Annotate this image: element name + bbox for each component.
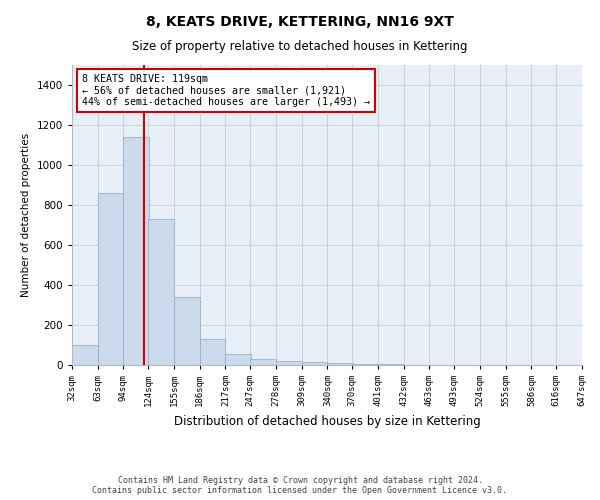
Bar bbox=[328, 363, 353, 365]
Text: Contains HM Land Registry data © Crown copyright and database right 2024.
Contai: Contains HM Land Registry data © Crown c… bbox=[92, 476, 508, 495]
Bar bbox=[378, 364, 404, 365]
Bar bbox=[98, 193, 124, 365]
Bar bbox=[200, 339, 226, 365]
Text: Size of property relative to detached houses in Kettering: Size of property relative to detached ho… bbox=[132, 40, 468, 53]
Y-axis label: Number of detached properties: Number of detached properties bbox=[21, 133, 31, 297]
Bar bbox=[276, 361, 302, 365]
Text: 8 KEATS DRIVE: 119sqm
← 56% of detached houses are smaller (1,921)
44% of semi-d: 8 KEATS DRIVE: 119sqm ← 56% of detached … bbox=[82, 74, 370, 107]
Bar bbox=[148, 219, 174, 365]
Bar bbox=[174, 297, 200, 365]
Text: 8, KEATS DRIVE, KETTERING, NN16 9XT: 8, KEATS DRIVE, KETTERING, NN16 9XT bbox=[146, 15, 454, 29]
Bar bbox=[226, 354, 251, 365]
Bar bbox=[302, 362, 328, 365]
Bar bbox=[250, 359, 276, 365]
Bar bbox=[72, 345, 98, 365]
Bar bbox=[124, 137, 149, 365]
X-axis label: Distribution of detached houses by size in Kettering: Distribution of detached houses by size … bbox=[173, 414, 481, 428]
Bar bbox=[352, 364, 378, 365]
